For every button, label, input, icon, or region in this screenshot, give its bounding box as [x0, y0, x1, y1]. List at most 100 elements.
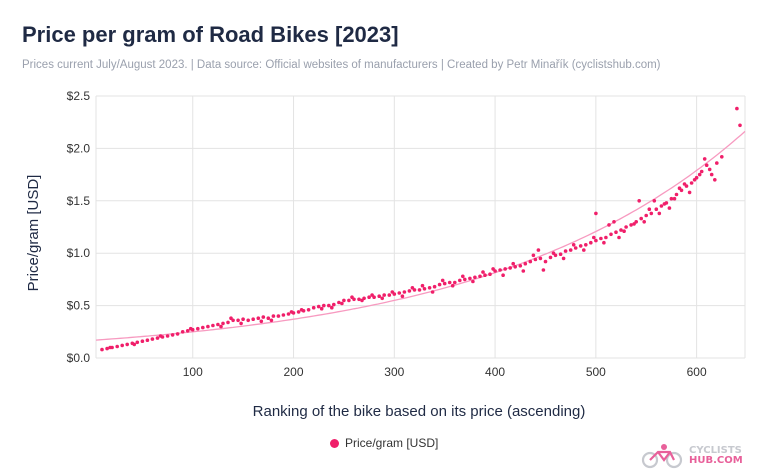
data-point: [211, 323, 215, 328]
data-point: [498, 268, 502, 272]
data-point: [584, 243, 588, 247]
data-point: [271, 314, 276, 318]
data-point: [644, 213, 648, 218]
data-point: [241, 317, 245, 322]
data-point: [370, 293, 374, 297]
x-tick-label: 300: [384, 365, 404, 379]
data-point: [702, 157, 707, 161]
data-point: [528, 259, 533, 264]
data-point: [201, 325, 205, 330]
data-point: [266, 316, 271, 321]
data-point: [382, 293, 387, 297]
data-point: [561, 256, 566, 261]
data-point: [571, 243, 576, 247]
data-point: [609, 232, 613, 237]
y-tick-label: $1.0: [67, 246, 91, 260]
data-point: [713, 178, 717, 182]
y-tick-label: $0.5: [67, 299, 91, 313]
data-point: [501, 273, 505, 278]
logo-text-line2: HUB.COM: [689, 455, 743, 466]
data-point: [125, 342, 129, 347]
data-point: [654, 207, 659, 211]
x-tick-label: 100: [183, 365, 203, 379]
data-point: [481, 270, 485, 274]
data-point: [347, 298, 351, 303]
chart-axes: $0.0 $0.5 $1.0 $1.5 $2.0 $2.5 100 200 300 400 500 6…: [67, 89, 707, 379]
data-point: [357, 297, 361, 302]
legend-swatch: [330, 438, 339, 448]
data-point: [697, 172, 702, 177]
chart-legend: Price/gram [USD]: [330, 436, 438, 450]
data-point: [246, 318, 250, 323]
data-point: [594, 211, 598, 216]
data-point: [337, 300, 341, 305]
data-point: [132, 342, 137, 347]
data-point: [422, 287, 427, 291]
data-point: [256, 316, 261, 321]
chart-grid: [95, 95, 746, 359]
data-point: [276, 314, 281, 318]
data-point: [286, 312, 291, 316]
chart-subtitle: Prices current July/August 2023. | Data …: [22, 59, 661, 71]
data-point: [158, 334, 163, 338]
data-point: [397, 291, 402, 295]
data-point: [682, 182, 687, 186]
data-point: [316, 304, 321, 309]
data-point: [568, 248, 573, 252]
data-point: [367, 295, 371, 300]
data-point: [417, 288, 422, 292]
data-point: [589, 240, 593, 245]
data-point: [531, 253, 536, 258]
data-point: [538, 256, 543, 261]
data-point: [296, 310, 301, 314]
data-point: [461, 274, 465, 279]
data-point: [289, 310, 294, 314]
cyclistshub-logo: CYCLISTS HUB.COM: [640, 443, 743, 469]
data-point: [458, 278, 462, 283]
data-point: [410, 286, 415, 290]
data-point: [100, 347, 104, 352]
data-point: [196, 326, 200, 331]
data-point: [165, 334, 170, 338]
data-point: [420, 283, 425, 288]
data-point: [511, 261, 515, 266]
data-point: [442, 281, 447, 286]
data-point: [206, 324, 210, 329]
data-point: [669, 196, 674, 201]
data-point: [105, 346, 109, 351]
data-point: [491, 267, 495, 271]
data-point: [407, 289, 412, 293]
data-point: [672, 196, 677, 201]
data-point: [360, 298, 364, 303]
data-point: [659, 204, 664, 208]
y-tick-label: $1.5: [67, 194, 91, 208]
data-point: [170, 333, 175, 337]
data-point: [229, 316, 233, 321]
data-point: [629, 223, 633, 227]
data-point: [473, 275, 477, 280]
data-point: [390, 290, 395, 294]
data-point: [612, 220, 616, 224]
x-tick-label: 400: [485, 365, 505, 379]
data-point: [521, 269, 526, 273]
y-tick-label: $2.5: [67, 89, 91, 103]
x-tick-label: 500: [586, 365, 606, 379]
data-point: [720, 155, 724, 159]
x-tick-label: 600: [687, 365, 707, 379]
data-point: [604, 235, 608, 240]
data-point: [150, 337, 155, 341]
data-point: [523, 261, 528, 266]
data-point: [637, 199, 641, 203]
data-point: [447, 280, 452, 285]
data-point: [692, 178, 697, 182]
data-point: [185, 329, 190, 333]
data-point: [332, 302, 336, 307]
data-point: [639, 216, 643, 221]
data-point: [342, 298, 346, 303]
data-point: [738, 123, 742, 128]
data-point: [387, 293, 392, 297]
data-point: [478, 274, 482, 279]
data-point: [578, 244, 583, 248]
data-point: [450, 283, 455, 288]
